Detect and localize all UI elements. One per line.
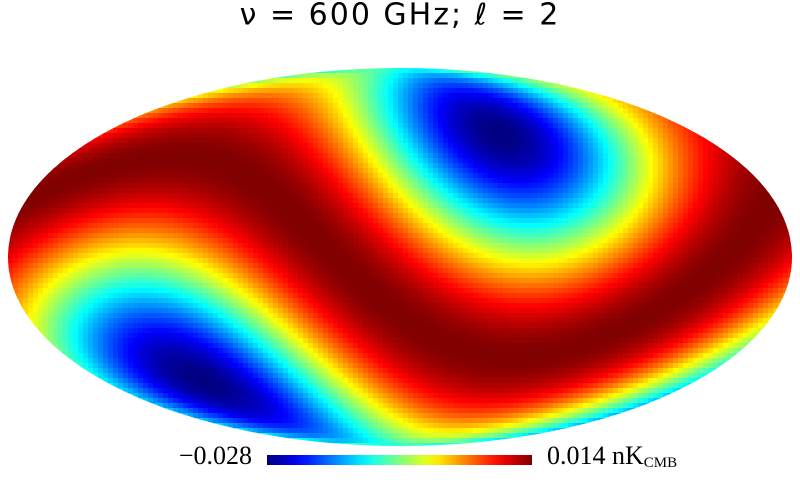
sky-map bbox=[8, 68, 792, 446]
colorbar-unit-subscript: CMB bbox=[644, 455, 677, 471]
colorbar-max-label: 0.014 nKCMB bbox=[547, 441, 677, 471]
map-title: ν = 600 GHz; ℓ = 2 bbox=[240, 0, 561, 33]
colorbar-max: 0.014 bbox=[547, 441, 606, 470]
colorbar bbox=[267, 455, 532, 465]
colorbar-min-label: −0.028 bbox=[179, 441, 252, 470]
colorbar-unit: nK bbox=[612, 441, 644, 470]
